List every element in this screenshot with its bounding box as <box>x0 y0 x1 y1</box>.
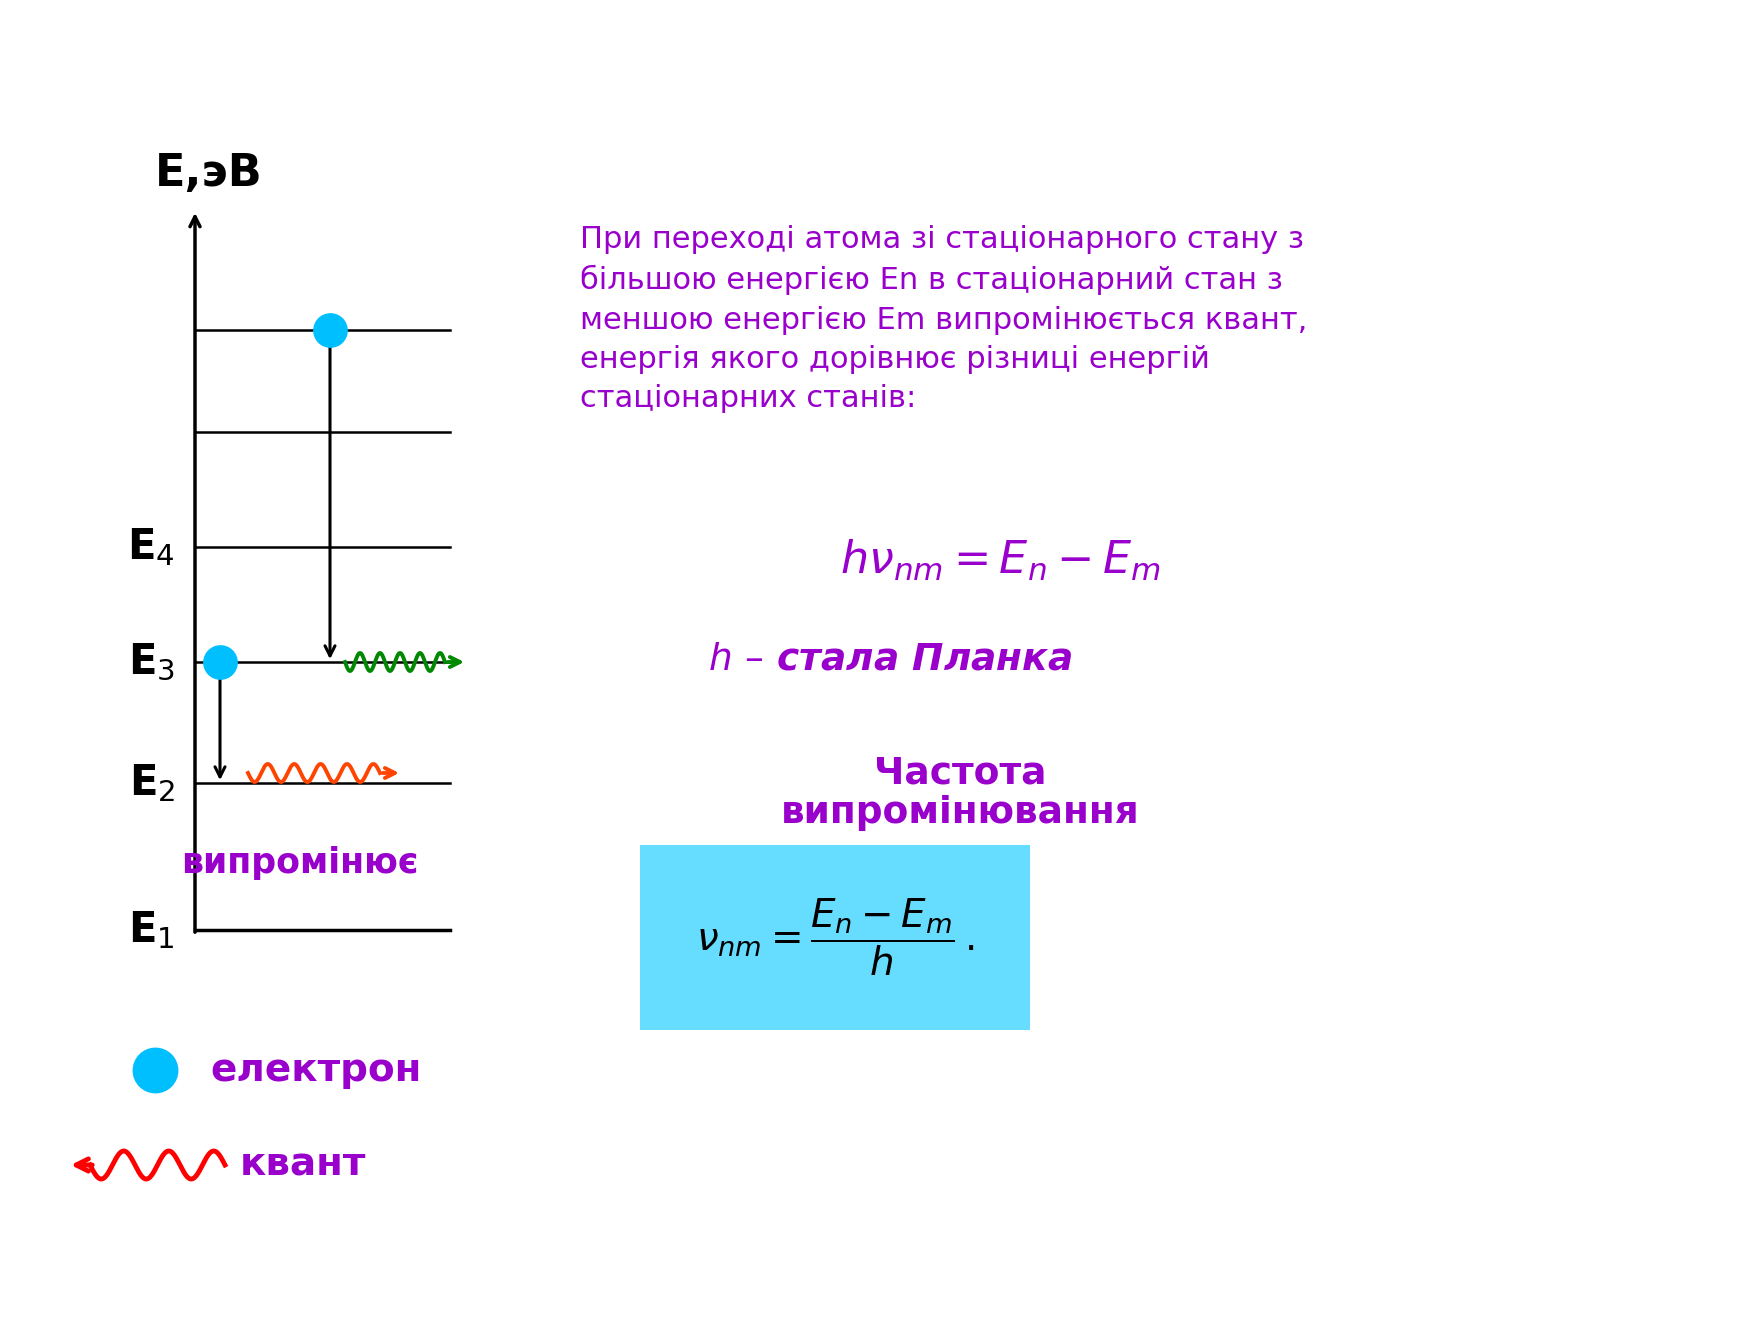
Text: електрон: електрон <box>210 1051 421 1089</box>
Text: E,эВ: E,эВ <box>155 152 263 196</box>
Text: $\mathbf{E}_{3}$: $\mathbf{E}_{3}$ <box>129 641 175 683</box>
Text: випромінювання: випромінювання <box>781 795 1139 832</box>
Text: $\mathit{h\nu_{nm} = E_n - E_m}$: $\mathit{h\nu_{nm} = E_n - E_m}$ <box>839 538 1160 583</box>
Text: $\mathbf{E}_{4}$: $\mathbf{E}_{4}$ <box>127 526 175 568</box>
Text: випромінює: випромінює <box>182 846 420 880</box>
Text: При переході атома зі стаціонарного стану з
більшою енергією En в стаціонарний с: При переході атома зі стаціонарного стан… <box>580 225 1308 414</box>
Text: $\mathbf{E}_{1}$: $\mathbf{E}_{1}$ <box>129 910 175 951</box>
Text: $\mathbf{E}_{2}$: $\mathbf{E}_{2}$ <box>129 761 175 804</box>
Text: $\nu_{nm} = \dfrac{E_n - E_m}{h}$$\,.$: $\nu_{nm} = \dfrac{E_n - E_m}{h}$$\,.$ <box>696 896 975 978</box>
Text: Частота: Частота <box>874 755 1045 791</box>
FancyBboxPatch shape <box>640 845 1030 1030</box>
Text: $\mathit{h}$ – стала Планка: $\mathit{h}$ – стала Планка <box>709 642 1072 678</box>
Text: квант: квант <box>240 1146 367 1185</box>
